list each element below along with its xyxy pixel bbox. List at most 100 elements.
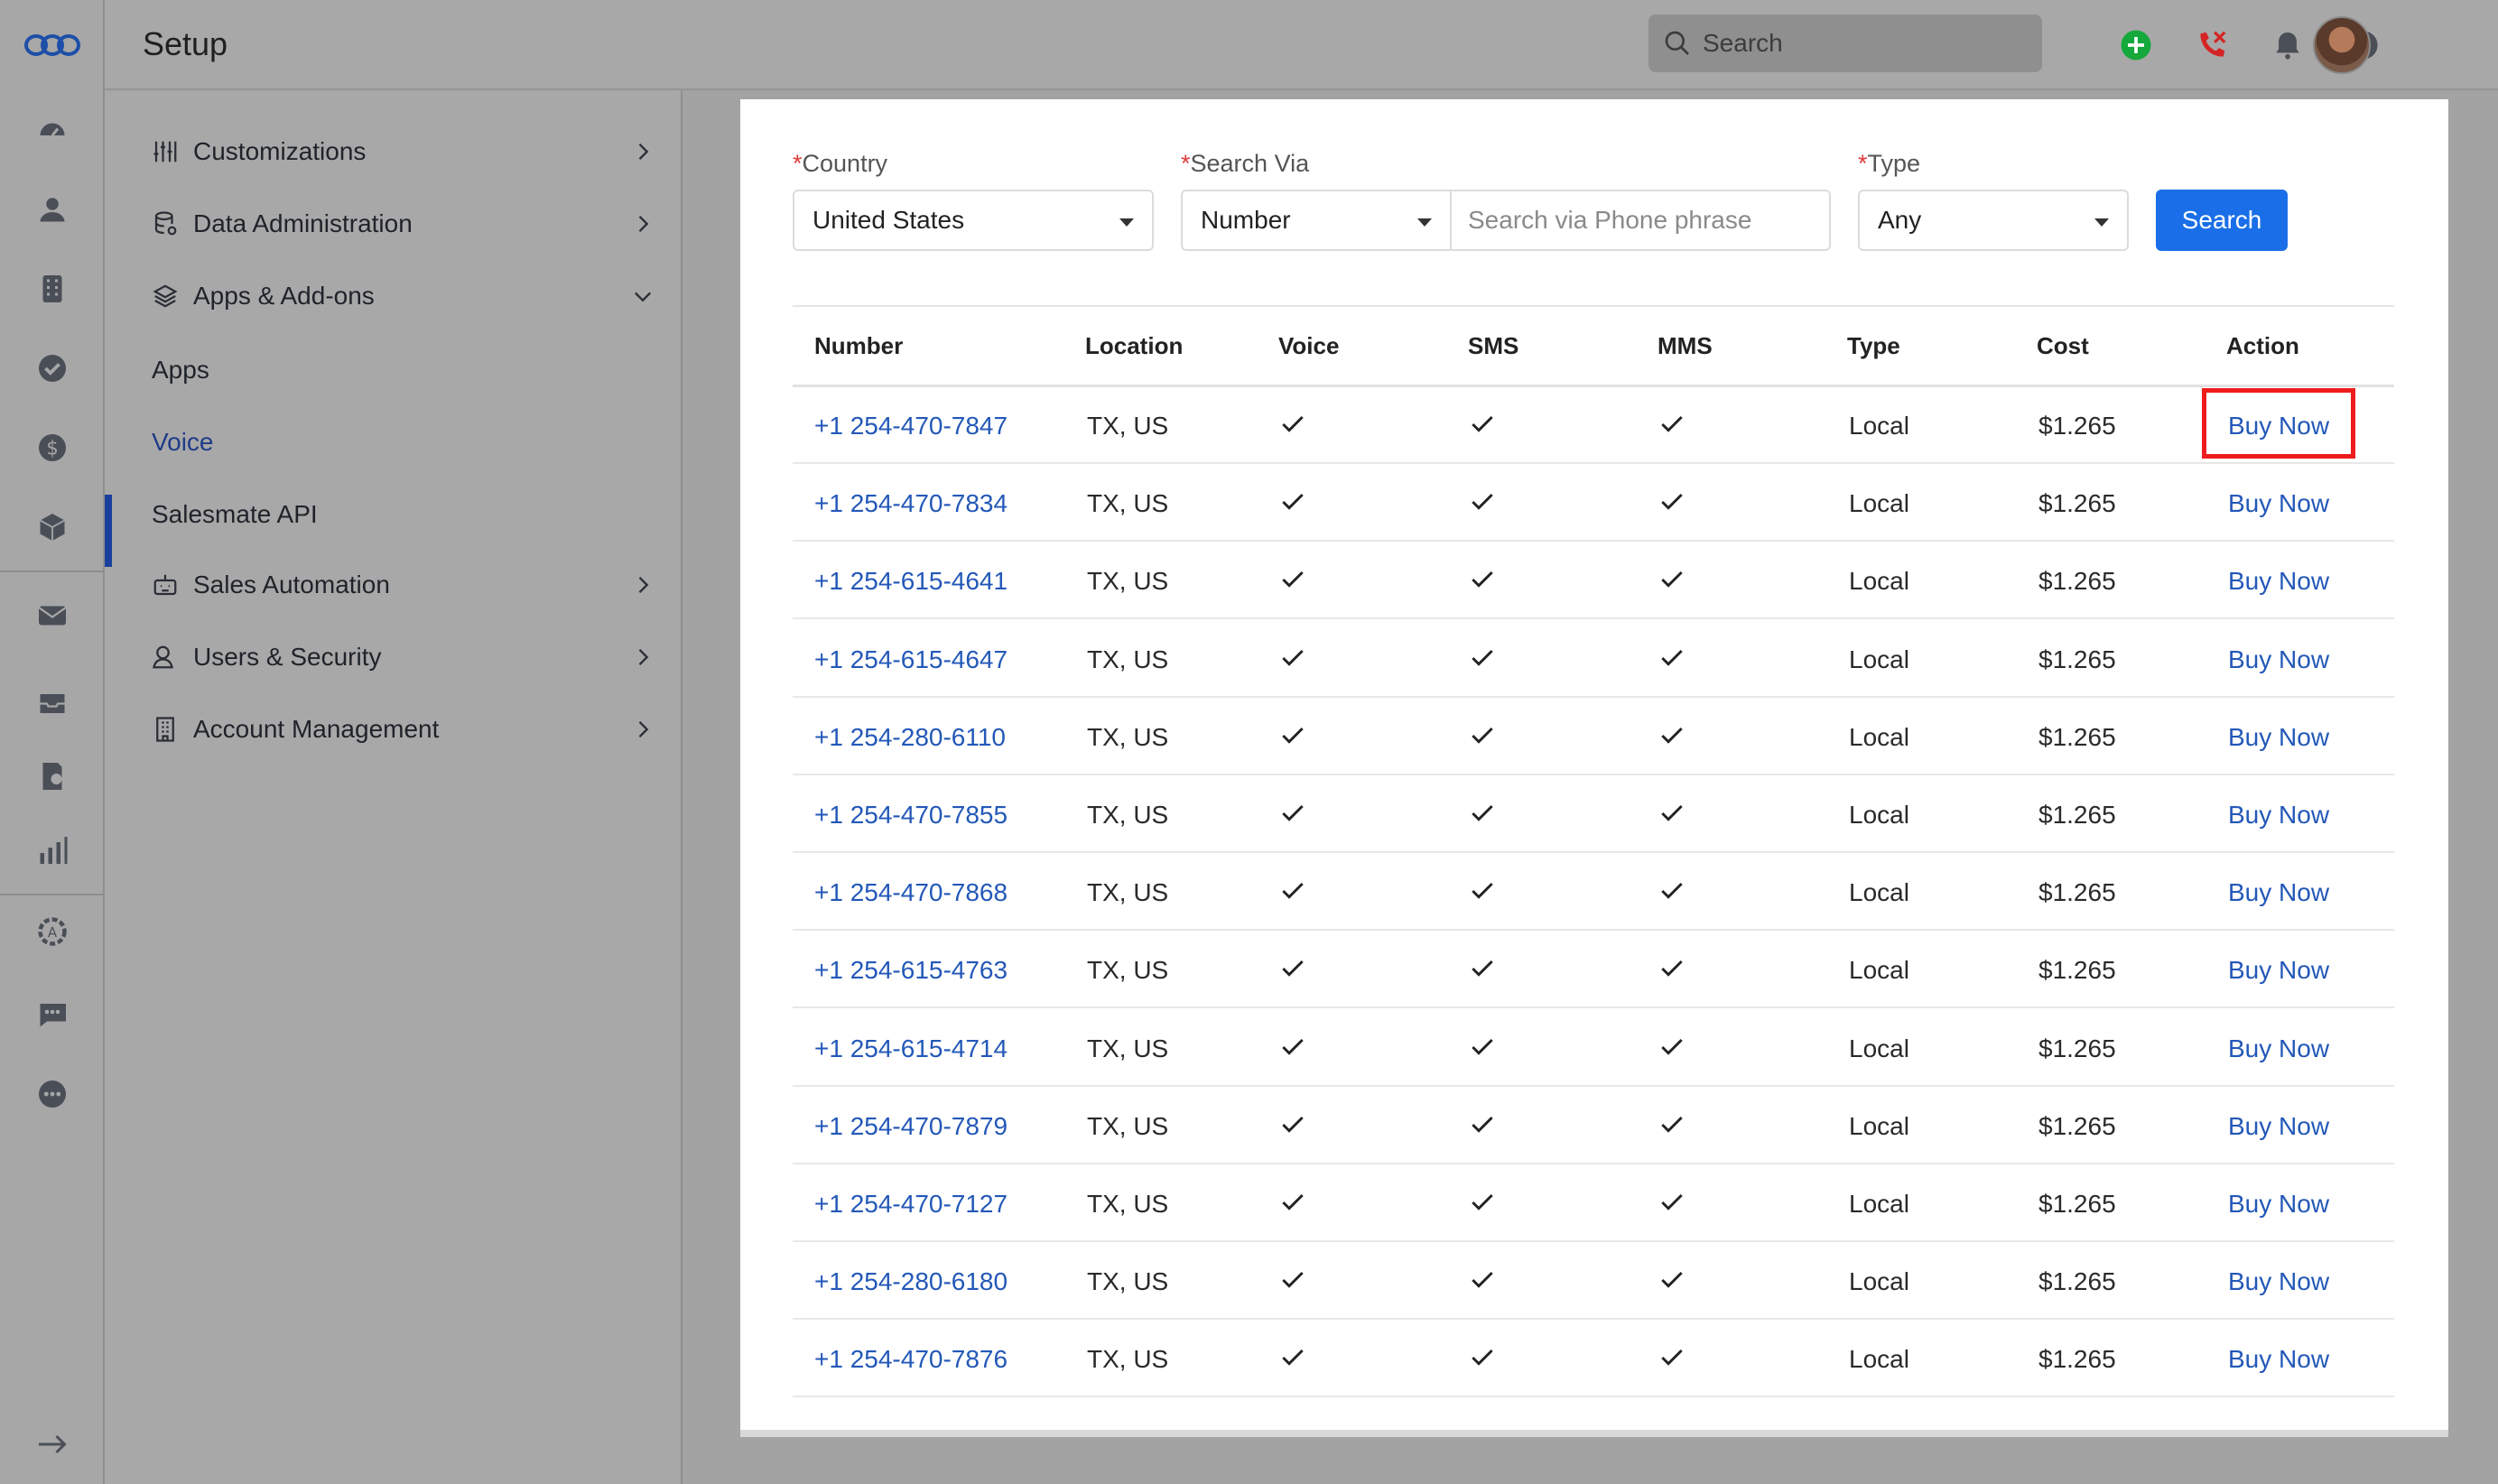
buy-now-link[interactable]: Buy Now [2228,722,2330,751]
cost-cell: $1.265 [2038,645,2116,673]
submenu-item-apps[interactable]: Apps [152,356,209,384]
type-cell: Local [1849,1034,1909,1062]
products-box-icon[interactable] [34,509,70,545]
location-cell: TX, US [1087,878,1169,907]
mms-check-icon [1658,410,1686,439]
global-search-input[interactable]: Search [1648,14,2042,72]
voice-check-icon [1278,1110,1307,1139]
search-via-select[interactable]: Number [1181,190,1452,251]
sms-check-icon [1468,1188,1497,1217]
buy-now-link[interactable]: Buy Now [2228,956,2330,985]
buy-now-link[interactable]: Buy Now [2228,1190,2330,1218]
sms-check-icon [1468,876,1497,905]
user-avatar[interactable] [2313,16,2371,74]
header-cost: Cost [2037,332,2089,359]
location-cell: TX, US [1087,1034,1169,1062]
missed-call-phone-icon[interactable] [2192,25,2232,65]
buy-now-link[interactable]: Buy Now [2228,801,2330,829]
caret-down-icon [1119,218,1134,227]
mail-icon[interactable] [34,598,70,634]
buy-now-link[interactable]: Buy Now [2228,1267,2330,1296]
dashboard-icon[interactable] [34,112,70,148]
sms-check-icon [1468,644,1497,672]
more-icon[interactable] [34,1076,70,1112]
companies-icon[interactable] [34,271,70,307]
mms-check-icon [1658,1033,1686,1062]
rail-divider [0,894,105,895]
search-button[interactable]: Search [2156,190,2288,251]
phone-number-link[interactable]: +1 254-470-7879 [814,1111,1008,1140]
mms-check-icon [1658,1110,1686,1139]
database-icon [150,209,181,239]
phone-number-link[interactable]: +1 254-470-7127 [814,1190,1008,1218]
menu-item-users-security[interactable]: Users & Security [150,630,655,684]
type-cell: Local [1849,1111,1909,1140]
voice-check-icon [1278,1033,1307,1062]
phone-number-link[interactable]: +1 254-470-7855 [814,801,1008,829]
buy-now-link[interactable]: Buy Now [2228,1034,2330,1062]
phone-number-link[interactable]: +1 254-615-4647 [814,645,1008,673]
cost-cell: $1.265 [2038,567,2116,596]
sms-check-icon [1468,565,1497,594]
buy-now-link[interactable]: Buy Now [2228,1345,2330,1374]
phone-phrase-input[interactable]: Search via Phone phrase [1452,190,1831,251]
add-plus-icon[interactable] [2116,25,2156,65]
expand-arrow-icon[interactable] [34,1426,70,1462]
buy-now-link[interactable]: Buy Now [2228,567,2330,596]
phone-number-link[interactable]: +1 254-470-7876 [814,1345,1008,1374]
documents-icon[interactable] [34,758,70,794]
search-placeholder: Search [1703,29,1783,57]
phone-number-link[interactable]: +1 254-280-6110 [814,722,1006,751]
phone-number-link[interactable]: +1 254-470-7834 [814,489,1008,518]
reports-chart-icon[interactable] [34,832,70,868]
type-select[interactable]: Any [1858,190,2129,251]
submenu-item-voice[interactable]: Voice [152,428,214,456]
app-logo-icon[interactable] [23,27,81,63]
menu-item-account-management[interactable]: Account Management [150,702,655,756]
notifications-bell-icon[interactable] [2268,25,2308,65]
buy-now-link[interactable]: Buy Now [2228,1111,2330,1140]
highlight-box [2202,388,2355,459]
buy-now-link[interactable]: Buy Now [2228,412,2330,440]
search-icon [1665,31,1689,55]
phone-number-link[interactable]: +1 254-470-7847 [814,412,1008,440]
chevron-right-icon [638,721,649,737]
page-title: Setup [143,25,228,62]
menu-item-customizations[interactable]: Customizations [150,125,655,179]
voice-check-icon [1278,410,1307,439]
submenu-item-salesmate-api[interactable]: Salesmate API [152,500,318,528]
country-value: United States [813,206,965,234]
inbox-icon[interactable] [34,684,70,720]
cost-cell: $1.265 [2038,956,2116,985]
type-cell: Local [1849,801,1909,829]
phone-number-link[interactable]: +1 254-615-4763 [814,956,1008,985]
phone-number-link[interactable]: +1 254-470-7868 [814,878,1008,907]
table-row: +1 254-470-7847 TX, US Local $1.265 Buy Now [793,386,2394,464]
phone-number-link[interactable]: +1 254-615-4641 [814,567,1008,596]
location-cell: TX, US [1087,567,1169,596]
contacts-icon[interactable] [34,191,70,227]
buy-now-link[interactable]: Buy Now [2228,878,2330,907]
header-type: Type [1847,332,1900,359]
automation-gear-icon[interactable]: A [34,914,70,950]
deals-dollar-icon[interactable]: $ [34,430,70,466]
type-cell: Local [1849,489,1909,518]
menu-item-label: Sales Automation [193,570,390,598]
table-row: +1 254-280-6180 TX, US Local $1.265 Buy Now [793,1242,2394,1321]
chat-icon[interactable] [34,997,70,1033]
voice-check-icon [1278,644,1307,672]
country-select[interactable]: United States [793,190,1154,251]
menu-item-apps-addons[interactable]: Apps & Add-ons [150,269,655,323]
search-via-value: Number [1201,206,1291,234]
menu-item-sales-automation[interactable]: Sales Automation [150,558,655,612]
rail-divider [0,570,105,572]
tasks-check-icon[interactable] [34,350,70,386]
location-cell: TX, US [1087,956,1169,985]
buy-now-link[interactable]: Buy Now [2228,489,2330,518]
buy-now-link[interactable]: Buy Now [2228,645,2330,673]
svg-text:$: $ [46,438,58,459]
phone-number-link[interactable]: +1 254-280-6180 [814,1267,1008,1296]
type-cell: Local [1849,1345,1909,1374]
phone-number-link[interactable]: +1 254-615-4714 [814,1034,1008,1062]
menu-item-data-administration[interactable]: Data Administration [150,197,655,251]
